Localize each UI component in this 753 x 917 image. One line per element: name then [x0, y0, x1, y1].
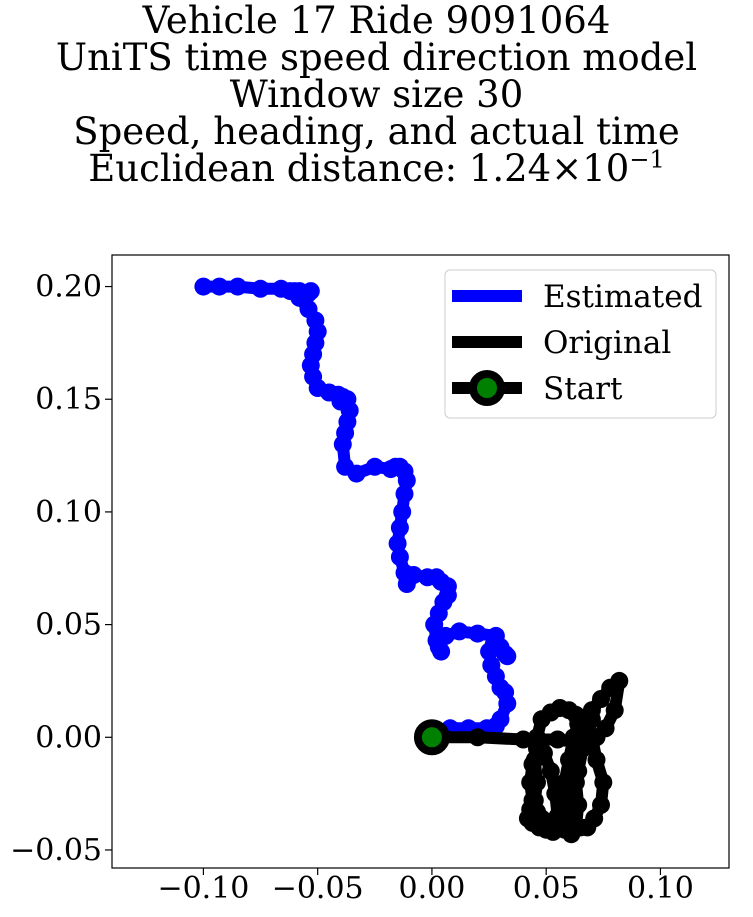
x-tick-label: 0.05 — [513, 871, 580, 906]
point-original — [569, 795, 588, 814]
legend-frame — [444, 269, 717, 419]
point-estimated — [393, 502, 412, 521]
series-layer — [194, 277, 629, 844]
chart-title: Vehicle 17 Ride 9091064 UniTS time speed… — [0, 2, 753, 187]
legend-label-original: Original — [543, 325, 671, 361]
title-line-1: Vehicle 17 Ride 9091064 — [142, 0, 611, 42]
title-line-5: Euclidean distance: 1.24×10−1 — [0, 147, 753, 190]
y-tick-label: 0.05 — [35, 608, 102, 643]
point-original — [566, 728, 585, 747]
point-estimated — [390, 518, 409, 537]
point-original — [587, 750, 606, 769]
point-original — [605, 701, 624, 720]
legend: Estimated Original Start — [444, 269, 717, 419]
point-original — [566, 818, 585, 837]
plot-frame — [111, 254, 730, 869]
point-estimated — [365, 457, 384, 476]
y-tick-label: −0.05 — [10, 833, 102, 868]
point-estimated — [468, 624, 487, 643]
point-original — [594, 773, 613, 792]
x-tick-label: −0.10 — [157, 871, 249, 906]
point-original — [564, 750, 583, 769]
point-estimated — [418, 568, 437, 587]
legend-swatch-start-marker — [469, 370, 505, 406]
axis-layer: −0.10 −0.05 0.00 0.05 0.10 −0.05 0.00 0.05 0.10 0… — [10, 270, 694, 906]
point-original — [566, 773, 585, 792]
title-metric-exponent: −1 — [629, 145, 665, 174]
point-original — [532, 710, 551, 729]
title-line-2: UniTS time speed direction model — [55, 36, 698, 79]
point-estimated — [210, 277, 229, 296]
legend-label-start: Start — [543, 371, 623, 407]
point-estimated — [427, 631, 446, 650]
point-estimated — [482, 656, 501, 675]
point-estimated — [194, 277, 213, 296]
point-estimated — [486, 626, 505, 645]
title-line-3: Window size 30 — [229, 73, 524, 116]
point-estimated — [491, 710, 510, 729]
point-estimated — [388, 534, 407, 553]
point-original — [523, 755, 542, 774]
point-estimated — [450, 622, 469, 641]
point-estimated — [228, 277, 247, 296]
point-original — [528, 739, 546, 758]
title-metric-times: × — [551, 147, 583, 190]
point-estimated — [390, 548, 409, 566]
legend-label-estimated: Estimated — [543, 279, 702, 315]
point-estimated — [251, 279, 270, 298]
title-line-4: Speed, heading, and actual time — [73, 110, 680, 153]
point-original — [521, 773, 540, 792]
point-original — [546, 784, 565, 803]
point-estimated — [395, 484, 414, 503]
y-tick-label: 0.10 — [35, 495, 102, 530]
title-metric-base: 10 — [582, 147, 630, 190]
point-original — [548, 730, 567, 749]
y-tick-label: 0.15 — [35, 382, 102, 417]
x-tick-label: 0.10 — [627, 871, 694, 906]
y-tick-label: 0.20 — [35, 270, 102, 305]
point-estimated — [498, 647, 517, 666]
point-original — [468, 728, 487, 747]
y-tick-label: 0.00 — [35, 720, 102, 755]
title-metric-prefix: Euclidean distance: 1.24 — [88, 147, 552, 190]
point-original — [596, 719, 615, 738]
point-original — [514, 730, 533, 749]
x-tick-label: 0.00 — [399, 871, 466, 906]
point-original — [541, 762, 560, 781]
point-estimated — [395, 563, 414, 582]
point-estimated — [336, 457, 355, 476]
point-estimated — [272, 279, 291, 298]
start-marker — [413, 719, 450, 756]
point-original — [592, 795, 610, 814]
x-tick-label: −0.05 — [272, 871, 364, 906]
point-estimated — [381, 460, 400, 479]
